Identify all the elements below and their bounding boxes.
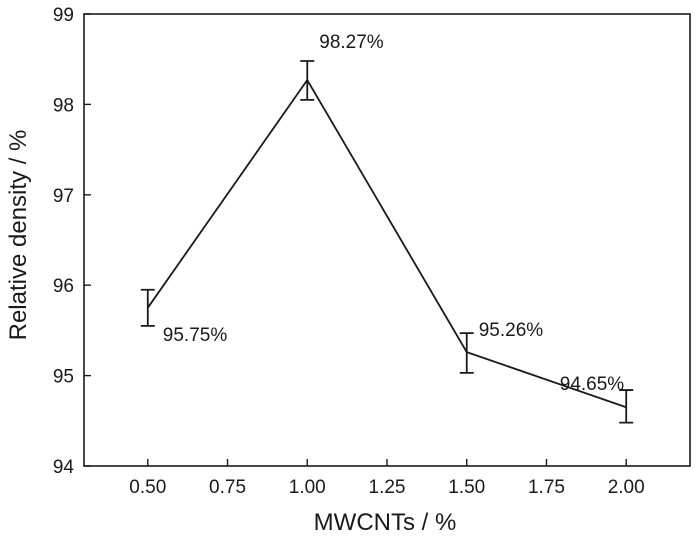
y-tick-label-98: 98 (53, 95, 74, 116)
ticks: 0.50 0.75 1.00 1.25 1.50 1.75 2.00 94 95 96 97 98 99 (53, 5, 645, 498)
series-line (147, 78, 627, 409)
error-bar-3 (619, 389, 634, 424)
error-bar-2 (459, 332, 474, 374)
series: 95.75% 98.27% 95.26% 94.65% (140, 32, 634, 424)
x-tick-label-1.25: 1.25 (369, 477, 406, 498)
x-tick-label-2.00: 2.00 (608, 477, 645, 498)
y-tick-label-94: 94 (53, 457, 75, 478)
x-tick-label-1.00: 1.00 (289, 477, 326, 498)
y-tick-label-97: 97 (53, 186, 74, 207)
x-axis-title: MWCNTs / % (314, 509, 457, 536)
x-tick-label-1.50: 1.50 (448, 477, 485, 498)
x-tick-label-1.75: 1.75 (528, 477, 565, 498)
data-label-0: 95.75% (163, 325, 228, 346)
y-tick-label-96: 96 (53, 276, 74, 297)
error-bar-0 (140, 288, 155, 327)
data-label-2: 95.26% (479, 320, 544, 341)
data-label-1: 98.27% (319, 32, 384, 53)
y-axis-title: Relative density / % (5, 130, 32, 341)
data-label-3: 94.65% (560, 374, 625, 395)
error-bar-1 (300, 60, 315, 101)
y-tick-label-95: 95 (53, 367, 74, 388)
x-tick-label-0.50: 0.50 (129, 477, 166, 498)
y-tick-label-99: 99 (53, 5, 74, 26)
x-tick-label-0.75: 0.75 (209, 477, 246, 498)
